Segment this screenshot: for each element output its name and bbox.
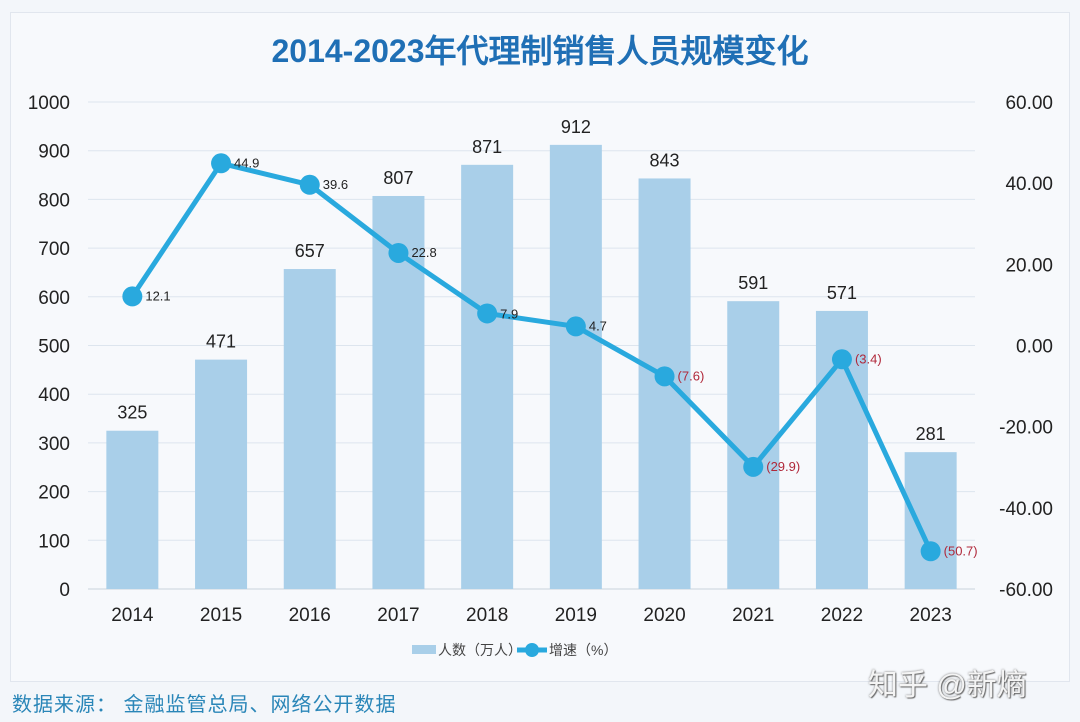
left-axis-tick: 1000	[28, 93, 70, 114]
bar-label: 807	[383, 168, 413, 188]
bar	[549, 144, 602, 589]
source-note: 数据来源： 金融监管总局、网络公开数据	[12, 694, 397, 716]
right-axis-tick: 20.00	[1005, 255, 1053, 276]
growth-point	[211, 153, 232, 174]
right-axis-tick: -60.00	[999, 580, 1053, 601]
growth-label: 39.6	[323, 177, 348, 192]
bar-label: 657	[295, 241, 325, 261]
x-axis-tick: 2023	[910, 605, 952, 626]
right-axis-tick: -40.00	[999, 499, 1053, 520]
bar	[106, 430, 159, 589]
growth-point	[654, 366, 675, 387]
bar-label: 912	[561, 117, 591, 137]
left-axis-tick: 100	[38, 531, 70, 552]
left-axis-tick: 300	[38, 434, 70, 455]
legend-bar-label: 人数（万人）	[438, 642, 522, 658]
bar	[461, 164, 514, 589]
bar-label: 571	[827, 283, 857, 303]
growth-label: 22.8	[411, 245, 436, 260]
left-axis-tick: 600	[38, 288, 70, 309]
bar-label: 471	[206, 332, 236, 352]
left-axis-tick: 400	[38, 385, 70, 406]
growth-point	[299, 174, 320, 195]
right-axis-tick: -20.00	[999, 418, 1053, 439]
legend-bar-swatch	[412, 645, 436, 654]
growth-point	[743, 456, 764, 477]
growth-line	[130, 160, 933, 553]
left-axis-tick: 800	[38, 190, 70, 211]
x-axis-tick: 2022	[821, 605, 863, 626]
x-axis-tick: 2018	[466, 605, 508, 626]
left-axis-tick: 500	[38, 337, 70, 358]
x-axis-tick: 2019	[555, 605, 597, 626]
growth-point	[920, 541, 941, 562]
x-axis-tick: 2015	[200, 605, 242, 626]
chart-title: 2014-2023年代理制销售人员规模变化	[271, 33, 808, 69]
bar-label: 325	[117, 403, 147, 423]
bar-label: 871	[472, 137, 502, 157]
left-axis-tick: 200	[38, 483, 70, 504]
growth-point	[565, 316, 586, 337]
left-axis-tick: 700	[38, 239, 70, 260]
growth-point	[831, 349, 852, 370]
chart-card	[10, 12, 1070, 682]
bar-label: 843	[650, 150, 680, 170]
growth-label: (7.6)	[678, 368, 705, 383]
growth-label: 7.9	[500, 306, 518, 321]
legend-line-label: 增速（%）	[549, 642, 617, 658]
bar-label: 591	[738, 273, 768, 293]
bar	[904, 452, 957, 589]
x-axis-tick: 2020	[643, 605, 685, 626]
growth-point	[122, 286, 143, 307]
x-axis-tick: 2021	[732, 605, 774, 626]
x-axis-tick: 2016	[289, 605, 331, 626]
legend-line-marker	[525, 643, 539, 657]
growth-label: (29.9)	[766, 459, 800, 474]
growth-label: (3.4)	[855, 351, 882, 366]
watermark: 知乎 @新熵	[868, 669, 1027, 702]
right-axis-tick: 60.00	[1005, 93, 1053, 114]
right-axis-tick: 40.00	[1005, 174, 1053, 195]
growth-point	[388, 242, 409, 263]
growth-label: 44.9	[234, 155, 259, 170]
x-axis-tick: 2017	[377, 605, 419, 626]
x-axis-tick: 2014	[111, 605, 154, 626]
left-axis-tick: 0	[59, 580, 70, 601]
bar-label: 281	[916, 424, 946, 444]
left-axis-tick: 900	[38, 142, 70, 163]
growth-label: 4.7	[589, 318, 607, 333]
growth-label: 12.1	[145, 288, 170, 303]
growth-point	[477, 303, 498, 324]
bar	[195, 359, 248, 589]
growth-label: (50.7)	[944, 543, 978, 558]
bar	[283, 269, 336, 589]
right-axis-tick: 0.00	[1016, 337, 1053, 358]
